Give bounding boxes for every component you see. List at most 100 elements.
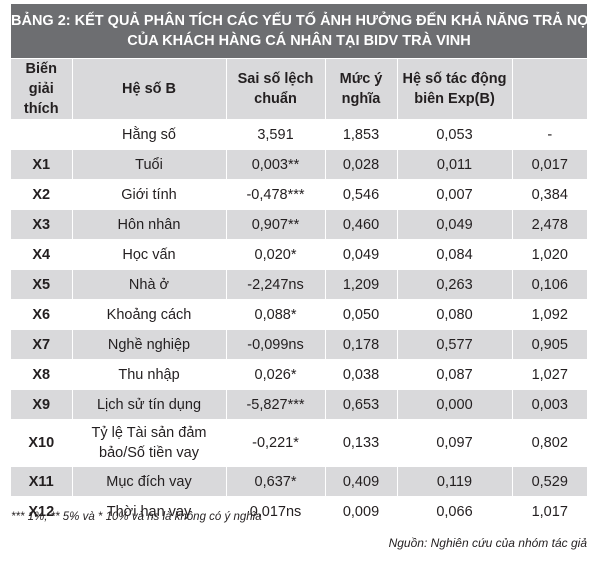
cell-name: Nhà ở (72, 269, 227, 300)
table-row: X8 Thu nhập 0,026* 0,038 0,087 1,027 (11, 359, 587, 390)
cell-significance: 0,080 (397, 299, 513, 330)
cell-significance: 0,007 (397, 179, 513, 210)
cell-std-error: 1,209 (325, 269, 398, 300)
footnote: *** 1%, ** 5% và * 10% và ns là không có… (11, 511, 262, 523)
table-row: X7 Nghề nghiệp -0,099ns 0,178 0,577 0,90… (11, 329, 587, 360)
table-title-line2: CỦA KHÁCH HÀNG CÁ NHÂN TẠI BIDV TRÀ VINH (127, 33, 471, 49)
cell-name: Tỷ lệ Tài sản đảm bảo/Số tiền vay (72, 419, 227, 467)
cell-std-error: 1,853 (325, 119, 398, 150)
cell-marginal-effect: 1,017 (512, 496, 587, 526)
table-row: X12 Thời hạn vay 0,017ns 0,009 0,066 1,0… (11, 496, 587, 526)
table-row: X2 Giới tính -0,478*** 0,546 0,007 0,384 (11, 179, 587, 210)
cell-marginal-effect: 1,020 (512, 239, 587, 270)
header-row: Biến giải thích Hệ số B Sai số lệch chuẩ… (11, 59, 587, 120)
cell-significance: 0,097 (397, 419, 513, 467)
cell-coefficient: 0,088* (226, 299, 326, 330)
table-row: X11 Mục đích vay 0,637* 0,409 0,119 0,52… (11, 466, 587, 497)
cell-name: Khoảng cách (72, 299, 227, 330)
header-variable: Biến giải thích (11, 59, 73, 120)
cell-significance: 0,084 (397, 239, 513, 270)
cell-name-line1: Tỷ lệ Tài sản đảm (91, 425, 207, 441)
cell-name: Thu nhập (72, 359, 227, 390)
cell-significance: 0,066 (397, 496, 513, 526)
cell-marginal-effect: 1,092 (512, 299, 587, 330)
header-variable-line2: thích (23, 101, 59, 117)
cell-significance: 0,119 (397, 466, 513, 497)
cell-marginal-effect: 0,106 (512, 269, 587, 300)
cell-marginal-effect: - (512, 119, 587, 150)
cell-variable: X11 (11, 466, 73, 497)
table-row: X3 Hôn nhân 0,907** 0,460 0,049 2,478 (11, 209, 587, 240)
cell-std-error: 0,653 (325, 389, 398, 420)
header-significance-line2: nghĩa (341, 91, 381, 107)
cell-coefficient: 0,020* (226, 239, 326, 270)
cell-name: Lịch sử tín dụng (72, 389, 227, 420)
cell-marginal-effect: 0,384 (512, 179, 587, 210)
cell-significance: 0,011 (397, 149, 513, 180)
header-std-error: Sai số lệch chuẩn (226, 59, 326, 120)
header-coefficient: Hệ số B (72, 59, 227, 120)
cell-name: Giới tính (72, 179, 227, 210)
cell-name: Học vấn (72, 239, 227, 270)
cell-marginal-effect: 0,802 (512, 419, 587, 467)
header-marginal-effect-line1: Hệ số tác động (402, 71, 507, 87)
header-std-error-line1: Sai số lệch (237, 71, 314, 87)
cell-significance: 0,263 (397, 269, 513, 300)
table-row: X5 Nhà ở -2,247ns 1,209 0,263 0,106 (11, 269, 587, 300)
cell-std-error: 0,038 (325, 359, 398, 390)
table-title-line1: BẢNG 2: KẾT QUẢ PHÂN TÍCH CÁC YẾU TỐ ẢNH… (11, 13, 590, 29)
cell-significance: 0,087 (397, 359, 513, 390)
cell-marginal-effect: 0,905 (512, 329, 587, 360)
cell-name: Mục đích vay (72, 466, 227, 497)
cell-coefficient: 0,003** (226, 149, 326, 180)
cell-name-line2: bảo/Số tiền vay (99, 445, 199, 461)
cell-variable: X2 (11, 179, 73, 210)
header-std-error-line2: chuẩn (254, 91, 297, 107)
cell-variable: X5 (11, 269, 73, 300)
cell-variable: X8 (11, 359, 73, 390)
cell-coefficient: 0,026* (226, 359, 326, 390)
table-row: X6 Khoảng cách 0,088* 0,050 0,080 1,092 (11, 299, 587, 330)
cell-variable: X7 (11, 329, 73, 360)
cell-significance: 0,577 (397, 329, 513, 360)
cell-name: Hằng số (72, 119, 227, 150)
source-note: Nguồn: Nghiên cứu của nhóm tác giả (388, 536, 587, 550)
cell-coefficient: -5,827*** (226, 389, 326, 420)
cell-std-error: 0,009 (325, 496, 398, 526)
cell-std-error: 0,133 (325, 419, 398, 467)
cell-coefficient: -0,478*** (226, 179, 326, 210)
results-table: Biến giải thích Hệ số B Sai số lệch chuẩ… (11, 59, 587, 526)
cell-coefficient: 3,591 (226, 119, 326, 150)
table-row: Hằng số 3,591 1,853 0,053 - (11, 119, 587, 150)
cell-marginal-effect: 0,003 (512, 389, 587, 420)
cell-marginal-effect: 1,027 (512, 359, 587, 390)
cell-variable: X10 (11, 419, 73, 467)
table-row: X10 Tỷ lệ Tài sản đảm bảo/Số tiền vay -0… (11, 419, 587, 467)
table-row: X9 Lịch sử tín dụng -5,827*** 0,653 0,00… (11, 389, 587, 420)
header-significance-line1: Mức ý (339, 71, 383, 87)
header-extra (512, 59, 587, 120)
cell-name: Thời hạn vay (72, 496, 227, 526)
cell-std-error: 0,028 (325, 149, 398, 180)
cell-coefficient: -2,247ns (226, 269, 326, 300)
cell-std-error: 0,049 (325, 239, 398, 270)
table-row: X1 Tuổi 0,003** 0,028 0,011 0,017 (11, 149, 587, 180)
cell-marginal-effect: 0,529 (512, 466, 587, 497)
cell-std-error: 0,178 (325, 329, 398, 360)
cell-name: Tuổi (72, 149, 227, 180)
cell-std-error: 0,409 (325, 466, 398, 497)
cell-significance: 0,000 (397, 389, 513, 420)
cell-coefficient: 0,637* (226, 466, 326, 497)
cell-std-error: 0,546 (325, 179, 398, 210)
cell-coefficient: 0,017ns (226, 496, 326, 526)
cell-significance: 0,053 (397, 119, 513, 150)
cell-name: Hôn nhân (72, 209, 227, 240)
header-variable-line1: Biến giải (25, 61, 57, 97)
cell-variable: X3 (11, 209, 73, 240)
cell-marginal-effect: 0,017 (512, 149, 587, 180)
cell-variable (11, 119, 73, 150)
cell-name: Nghề nghiệp (72, 329, 227, 360)
cell-variable: X12 (11, 496, 73, 526)
table-title: BẢNG 2: KẾT QUẢ PHÂN TÍCH CÁC YẾU TỐ ẢNH… (11, 4, 590, 58)
cell-coefficient: -0,099ns (226, 329, 326, 360)
